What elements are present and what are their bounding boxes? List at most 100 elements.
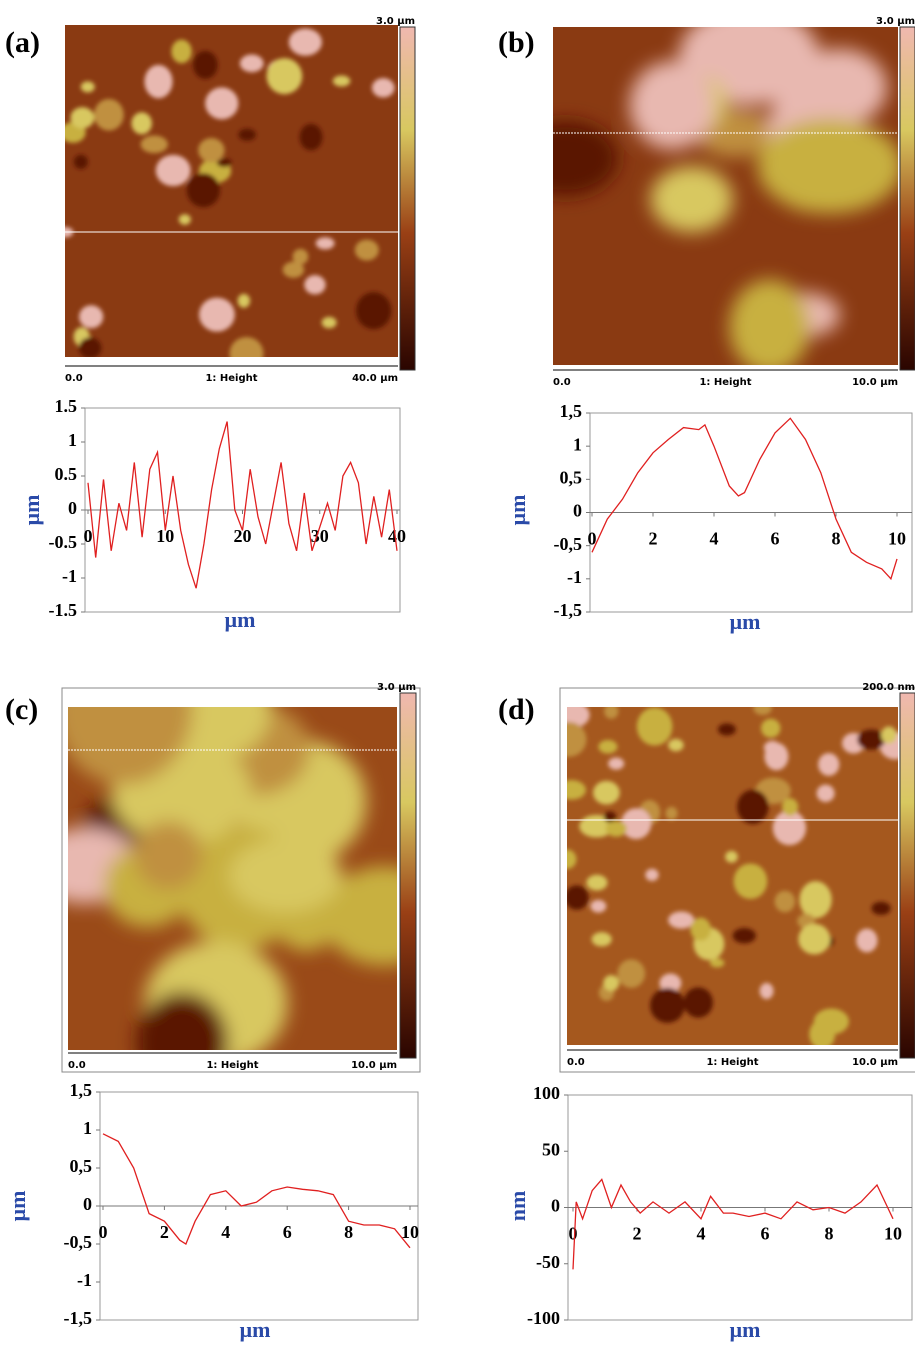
surface-feature — [567, 780, 586, 800]
x-tick-label: 40 — [388, 526, 406, 546]
surface-feature — [354, 239, 379, 261]
surface-feature — [186, 173, 221, 208]
x-tick-label: 2 — [633, 1224, 642, 1244]
surface-feature — [199, 297, 235, 332]
panel-label: (d) — [498, 693, 535, 726]
surface-feature — [665, 806, 678, 820]
x-tick-label: 10 — [156, 526, 174, 546]
surface-feature — [759, 982, 774, 1000]
surface-feature — [798, 923, 831, 955]
image-blobs — [567, 707, 898, 1045]
surface-feature — [238, 128, 256, 141]
surface-feature — [198, 138, 225, 163]
surface-feature — [586, 874, 608, 891]
image-scale: 3.0 µm — [376, 16, 415, 27]
surface-feature — [818, 753, 840, 776]
surface-feature — [590, 899, 607, 913]
surface-feature — [603, 811, 617, 823]
color-bar — [899, 26, 915, 371]
surface-feature — [856, 928, 878, 953]
x-axis-label: µm — [729, 1317, 760, 1342]
color-bar — [399, 26, 416, 371]
image-caption: 1: Height — [206, 1060, 258, 1071]
y-tick-label: -1,5 — [554, 600, 583, 620]
surface-feature — [134, 821, 203, 890]
y-tick-label: 0 — [68, 498, 77, 518]
x-tick-label: 6 — [761, 1224, 770, 1244]
y-tick-label: 1 — [573, 434, 582, 454]
x-tick-label: 0 — [99, 1222, 108, 1242]
image-end: 10.0 µm — [852, 1057, 898, 1068]
surface-feature — [567, 849, 577, 870]
y-tick-label: -0,5 — [64, 1232, 93, 1252]
surface-feature — [229, 337, 264, 357]
surface-feature — [629, 61, 715, 150]
surface-feature — [229, 838, 342, 913]
x-tick-label: 0 — [84, 526, 93, 546]
surface-feature — [304, 275, 326, 295]
x-axis-label: µm — [729, 609, 760, 634]
surface-feature — [598, 740, 618, 754]
surface-feature — [605, 820, 627, 837]
surface-feature — [650, 166, 733, 233]
surface-feature — [131, 112, 152, 135]
surface-feature — [321, 316, 337, 329]
surface-feature — [80, 81, 95, 93]
x-axis-label: µm — [239, 1317, 270, 1342]
x-tick-label: 10 — [888, 529, 906, 549]
surface-feature — [772, 810, 807, 846]
surface-feature — [809, 1019, 836, 1045]
surface-feature — [70, 107, 95, 129]
surface-feature — [659, 973, 682, 993]
y-tick-label: -50 — [536, 1252, 560, 1272]
y-tick-label: 100 — [533, 1083, 560, 1103]
image-blobs — [68, 707, 397, 1050]
surface-feature — [73, 154, 88, 170]
surface-feature — [140, 135, 168, 154]
y-axis-label: nm — [505, 1191, 530, 1222]
surface-feature — [636, 707, 673, 746]
surface-feature — [709, 958, 725, 968]
afm-image — [65, 25, 398, 357]
x-tick-label: 10 — [884, 1224, 902, 1244]
surface-feature — [237, 293, 251, 308]
surface-feature — [763, 740, 781, 755]
image-start: 0.0 — [553, 377, 571, 388]
y-axis-label: µm — [19, 494, 44, 525]
x-tick-label: 4 — [697, 1224, 706, 1244]
x-tick-label: 2 — [160, 1222, 169, 1242]
y-tick-label: 0,5 — [560, 467, 583, 487]
image-caption: 1: Height — [699, 377, 751, 388]
y-tick-label: -1 — [62, 566, 77, 586]
surface-feature — [567, 885, 589, 910]
surface-feature — [315, 237, 335, 250]
x-tick-label: 8 — [832, 529, 841, 549]
y-tick-label: 0 — [83, 1194, 92, 1214]
surface-feature — [857, 729, 886, 750]
y-tick-label: 1.5 — [55, 396, 78, 416]
x-tick-label: 8 — [825, 1224, 834, 1244]
image-end: 40.0 µm — [352, 373, 398, 384]
surface-feature — [205, 87, 239, 120]
surface-feature — [725, 850, 738, 863]
y-tick-label: 50 — [542, 1139, 560, 1159]
y-tick-label: 1 — [83, 1118, 92, 1138]
surface-feature — [266, 58, 303, 95]
image-start: 0.0 — [65, 373, 83, 384]
color-bar — [899, 692, 915, 1059]
panel-label: (c) — [5, 693, 38, 726]
surface-feature — [717, 723, 736, 736]
surface-feature — [683, 987, 713, 1018]
surface-feature — [371, 78, 395, 98]
y-tick-label: -0,5 — [554, 534, 583, 554]
surface-feature — [774, 890, 796, 913]
surface-feature — [617, 959, 646, 988]
surface-feature — [93, 98, 124, 131]
y-tick-label: -1 — [77, 1270, 92, 1290]
surface-feature — [816, 784, 835, 803]
y-tick-label: -0.5 — [49, 532, 78, 552]
afm-image — [553, 27, 898, 365]
image-caption: 1: Height — [706, 1057, 758, 1068]
surface-feature — [593, 780, 620, 805]
